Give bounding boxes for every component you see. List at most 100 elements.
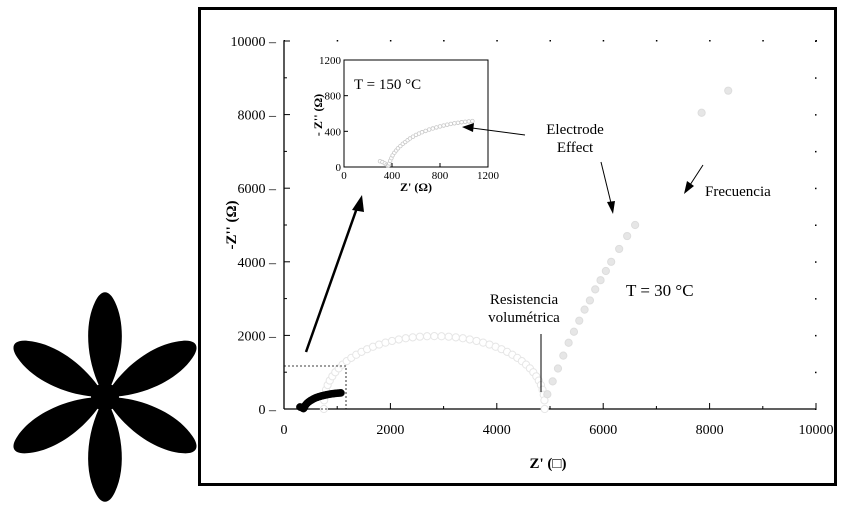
figure-frame xyxy=(198,7,837,486)
data-point xyxy=(580,305,589,314)
right-tick-dot xyxy=(815,114,817,116)
inset-x-axis-title: Z' (Ω) xyxy=(400,180,432,194)
top-tick-dot xyxy=(602,40,605,42)
data-point xyxy=(591,285,600,294)
top-tick-dot xyxy=(815,40,817,42)
data-point xyxy=(415,332,424,341)
electrode-effect-label-line1: Electrode xyxy=(546,122,604,138)
data-point xyxy=(458,334,467,343)
inset-x-tick-label: 400 xyxy=(384,170,401,182)
electrode-arrow-inset-head xyxy=(462,123,474,132)
x-tick-label: 0 xyxy=(281,423,288,438)
data-point xyxy=(465,335,474,344)
data-point xyxy=(387,336,397,346)
top-tick-dot xyxy=(762,40,764,42)
right-tick-dot xyxy=(815,77,817,79)
data-point xyxy=(430,332,439,341)
inset-data-point xyxy=(470,118,475,124)
inset-data-point xyxy=(437,124,443,129)
y-tick-label: 2000 – xyxy=(238,329,278,344)
electrode-arrow-main-head xyxy=(607,201,615,214)
top-tick-dot xyxy=(336,40,339,42)
y-tick-label: 8000 – xyxy=(238,109,278,124)
temperature-label: T = 30 °C xyxy=(626,281,694,300)
electrode-arrow-inset xyxy=(471,127,526,136)
data-point xyxy=(548,377,557,386)
right-tick-dot xyxy=(815,298,817,300)
y-tick-label: 4000 – xyxy=(238,256,278,271)
data-point xyxy=(451,333,460,342)
right-tick-dot xyxy=(815,371,817,374)
right-tick-dot xyxy=(815,408,817,410)
data-point xyxy=(319,404,328,414)
right-tick-dot xyxy=(815,334,817,337)
x-tick-label: 8000 xyxy=(696,423,724,438)
x-tick-label: 10000 xyxy=(799,423,834,438)
inset-y-tick-label: 400 xyxy=(325,126,342,138)
inset-x-tick-label: 0 xyxy=(341,170,347,182)
top-tick-dot xyxy=(709,40,711,42)
inset-plot: 0 400 800 1200 0 400 800 1200 T = 150 °C Z' (Ω)… xyxy=(311,55,500,194)
inset-frame xyxy=(343,59,489,168)
data-point xyxy=(408,333,417,342)
data-point xyxy=(437,332,446,341)
data-point xyxy=(559,351,568,360)
inset-temperature-label: T = 150 °C xyxy=(354,77,421,93)
frecuencia-label: Frecuencia xyxy=(705,184,771,200)
data-point xyxy=(444,332,453,341)
inset-x-tick-label: 1200 xyxy=(477,170,500,182)
inset-data-point xyxy=(423,128,428,134)
inset-data-point xyxy=(466,119,471,124)
frecuencia-arrow-head xyxy=(684,181,694,194)
inset-data-point xyxy=(419,130,425,135)
data-point xyxy=(724,86,733,95)
data-point xyxy=(540,404,549,414)
inset-data-point xyxy=(445,122,450,127)
top-tick-dot xyxy=(549,40,551,42)
y-tick-label: 10000 – xyxy=(231,35,278,50)
data-point xyxy=(553,364,563,373)
data-point xyxy=(472,336,481,346)
inset-data-point xyxy=(452,121,457,126)
origin-data-point xyxy=(337,389,345,397)
y-axis-title: -Z'' (Ω) xyxy=(224,200,240,249)
inset-data-point xyxy=(448,121,453,127)
inset-ticks: 0 400 800 1200 0 400 800 1200 xyxy=(319,55,500,182)
inset-data-point xyxy=(455,120,461,125)
inset-y-tick-label: 1200 xyxy=(319,55,342,67)
x-tick-label: 6000 xyxy=(589,423,617,438)
inset-y-axis-title: - Z'' (Ω) xyxy=(311,94,325,136)
x-tick-label: 4000 xyxy=(483,423,511,438)
inset-data-points xyxy=(377,118,475,168)
data-point xyxy=(401,334,410,343)
data-point xyxy=(394,335,403,344)
data-point xyxy=(569,327,579,336)
inset-data-point xyxy=(459,120,464,125)
main-ticks: 0 – 2000 – 4000 – 6000 – 8000 – 10000 – 0 2000 4… xyxy=(231,35,834,438)
electrode-arrow-main xyxy=(600,161,612,204)
resistencia-label-line1: Resistencia xyxy=(490,292,559,308)
inset-x-tick-label: 800 xyxy=(432,170,449,182)
inset-y-tick-label: 0 xyxy=(336,162,342,174)
right-tick-dot xyxy=(815,224,817,226)
data-point xyxy=(596,276,605,285)
data-point xyxy=(631,220,640,230)
data-point xyxy=(543,390,552,399)
x-axis-title: Z' (□) xyxy=(530,456,567,472)
zoom-arrow-head xyxy=(352,195,364,212)
data-point xyxy=(623,231,632,241)
top-tick-dot xyxy=(496,40,498,42)
right-tick-dot xyxy=(815,187,817,190)
right-tick-dot xyxy=(815,261,817,263)
inset-data-point xyxy=(441,123,446,128)
top-tick-dot xyxy=(283,40,285,42)
frecuencia-arrow xyxy=(689,164,704,186)
data-point xyxy=(575,316,584,325)
zoom-box xyxy=(283,365,347,410)
zoom-arrow xyxy=(304,204,360,353)
main-data-points xyxy=(296,86,733,414)
inset-data-point xyxy=(434,125,439,130)
data-point xyxy=(601,266,610,276)
data-point xyxy=(615,244,624,254)
